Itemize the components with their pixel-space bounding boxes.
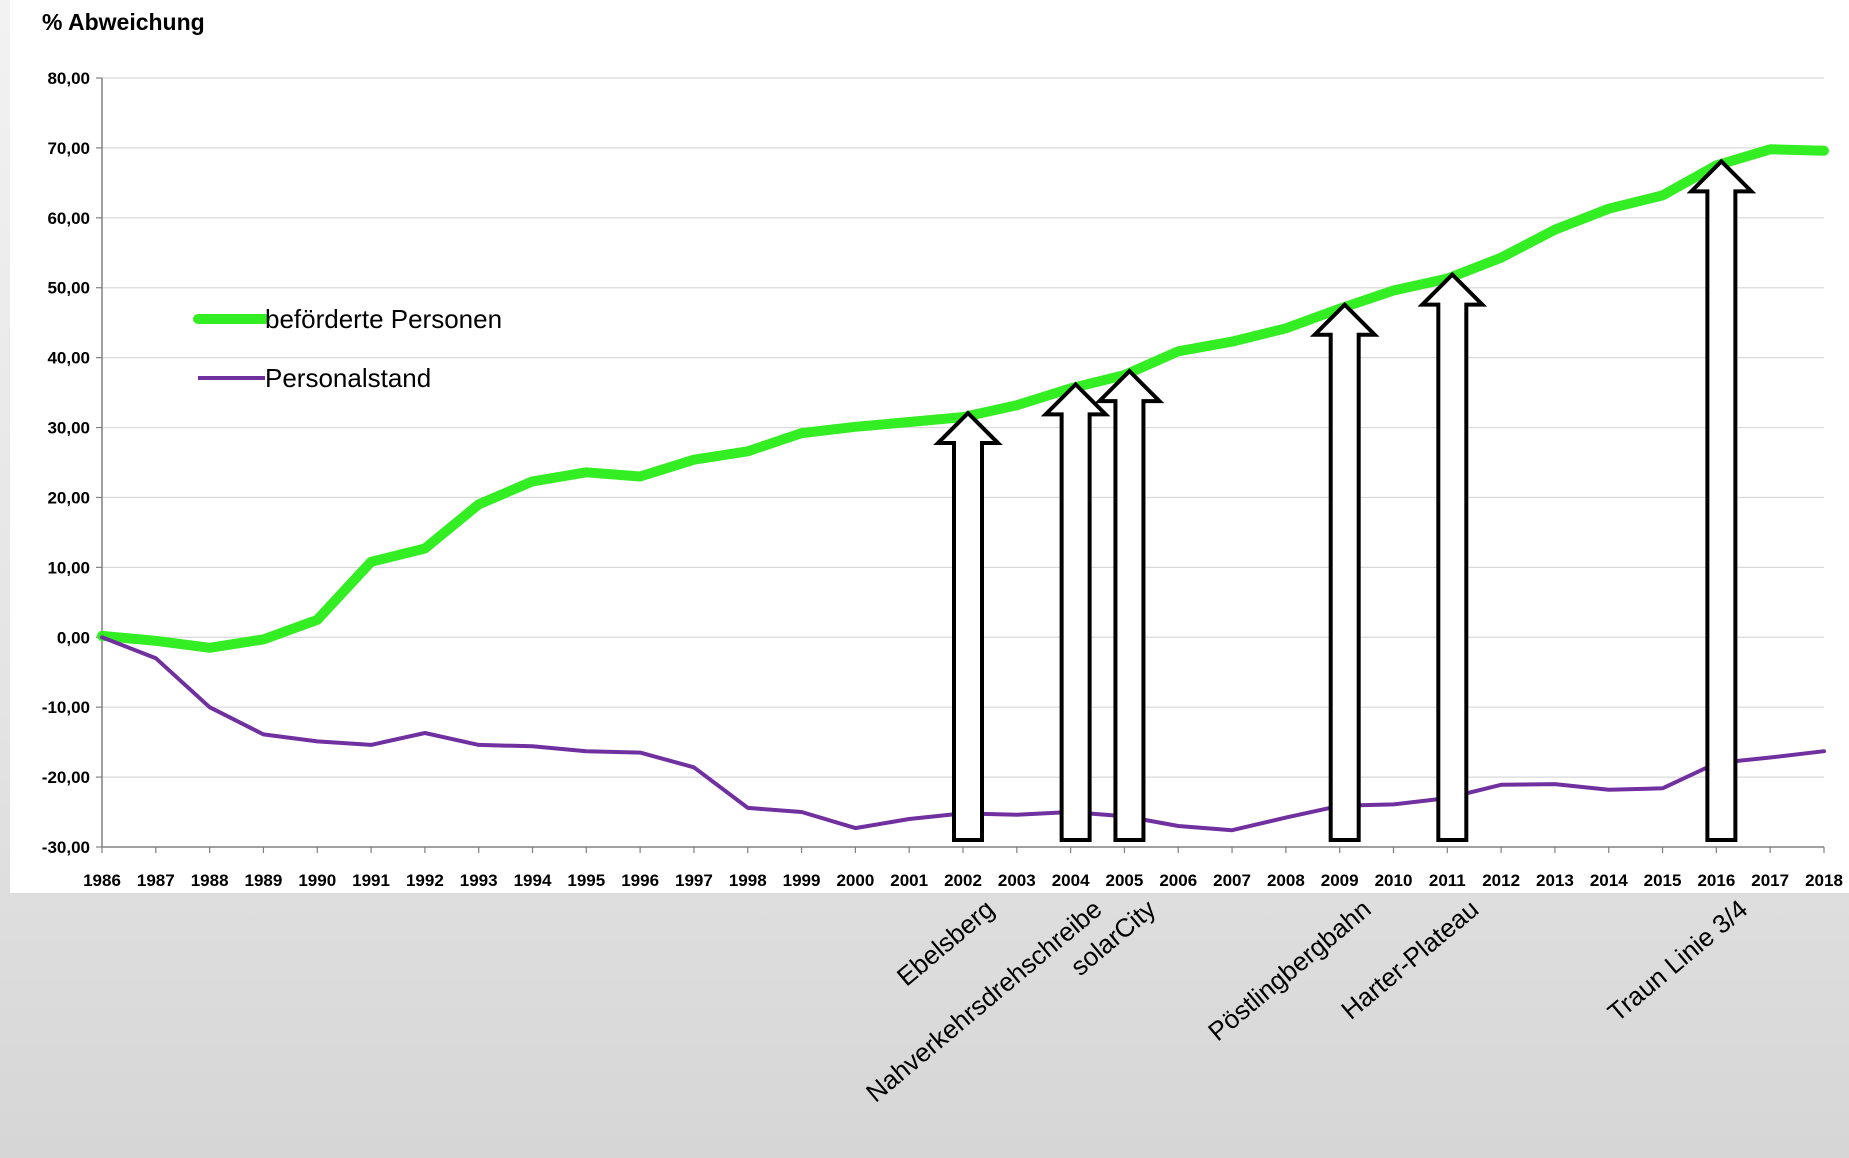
x-tick-label: 1986 xyxy=(83,871,121,890)
x-tick-label: 1994 xyxy=(514,871,552,890)
event-arrow xyxy=(1417,271,1488,842)
x-tick-label: 1987 xyxy=(137,871,175,890)
x-tick-label: 2012 xyxy=(1482,871,1520,890)
x-tick-label: 2008 xyxy=(1267,871,1305,890)
x-tick-label: 1993 xyxy=(460,871,498,890)
y-axis-title: % Abweichung xyxy=(42,9,205,35)
event-arrow xyxy=(1094,368,1165,842)
x-tick-label: 1992 xyxy=(406,871,444,890)
y-tick-label: 30,00 xyxy=(47,419,90,438)
line-chart: % Abweichung -30,00 -20,00 -10,00 0,00 10,00… xyxy=(42,9,1843,1108)
x-tick-label: 2006 xyxy=(1159,871,1197,890)
y-tick-label: 10,00 xyxy=(47,558,90,577)
x-tick-label: 1999 xyxy=(783,871,821,890)
y-tick-label: -30,00 xyxy=(42,838,90,857)
annotation-labels: EbelsbergNahverkehrsdrehschreibesolarCit… xyxy=(860,894,1753,1108)
y-tick-label: 70,00 xyxy=(47,139,90,158)
x-tick-label: 2016 xyxy=(1697,871,1735,890)
x-tick-label: 2013 xyxy=(1536,871,1574,890)
x-tick-label: 2017 xyxy=(1751,871,1789,890)
y-axis-ticks: -30,00 -20,00 -10,00 0,00 10,00 20,00 30,00 40,… xyxy=(42,69,102,857)
y-tick-label: -10,00 xyxy=(42,698,90,717)
x-tick-label: 2004 xyxy=(1052,871,1090,890)
y-tick-label: 40,00 xyxy=(47,349,90,368)
y-tick-label: 80,00 xyxy=(47,69,90,88)
x-tick-label: 2001 xyxy=(890,871,928,890)
x-tick-label: 1996 xyxy=(621,871,659,890)
y-tick-label: 20,00 xyxy=(47,488,90,507)
x-tick-label: 2000 xyxy=(836,871,874,890)
x-tick-label: 2010 xyxy=(1375,871,1413,890)
legend-label-befoerderte-personen: beförderte Personen xyxy=(265,304,502,334)
legend-label-personalstand: Personalstand xyxy=(265,363,431,393)
x-tick-label: 2011 xyxy=(1429,871,1466,890)
x-axis-ticks: 1986 1987 1988 1989 1990 1991 1992 1993 1994 1995… xyxy=(83,847,1843,890)
x-tick-label: 2015 xyxy=(1644,871,1682,890)
x-tick-label: 1989 xyxy=(245,871,283,890)
event-arrow xyxy=(1686,158,1757,842)
x-tick-label: 2005 xyxy=(1106,871,1144,890)
x-tick-label: 1990 xyxy=(298,871,336,890)
x-tick-label: 1991 xyxy=(352,871,390,890)
x-tick-label: 2014 xyxy=(1590,871,1628,890)
x-tick-label: 1997 xyxy=(675,871,713,890)
annotation-label: Ebelsberg xyxy=(891,894,1000,992)
x-tick-label: 2018 xyxy=(1805,871,1843,890)
x-tick-label: 2009 xyxy=(1321,871,1359,890)
x-tick-label: 1988 xyxy=(191,871,229,890)
x-tick-label: 2002 xyxy=(944,871,982,890)
x-tick-label: 2003 xyxy=(998,871,1036,890)
y-tick-label: 50,00 xyxy=(47,279,90,298)
event-arrows xyxy=(933,158,1757,842)
chart-panel: % Abweichung -30,00 -20,00 -10,00 0,00 10,00… xyxy=(10,0,1849,1108)
event-arrow xyxy=(1040,381,1111,842)
x-tick-label: 2007 xyxy=(1213,871,1251,890)
annotation-label: Traun Linie 3/4 xyxy=(1602,894,1753,1028)
y-tick-label: 60,00 xyxy=(47,209,90,228)
x-tick-label: 1995 xyxy=(567,871,605,890)
y-tick-label: -20,00 xyxy=(42,768,90,787)
y-tick-label: 0,00 xyxy=(57,628,90,647)
legend: beförderte Personen Personalstand xyxy=(193,304,502,393)
event-arrow xyxy=(933,410,1003,842)
x-tick-label: 1998 xyxy=(729,871,767,890)
annotation-label: Pöstlingbergbahn xyxy=(1202,894,1376,1047)
event-arrow xyxy=(1309,301,1380,842)
